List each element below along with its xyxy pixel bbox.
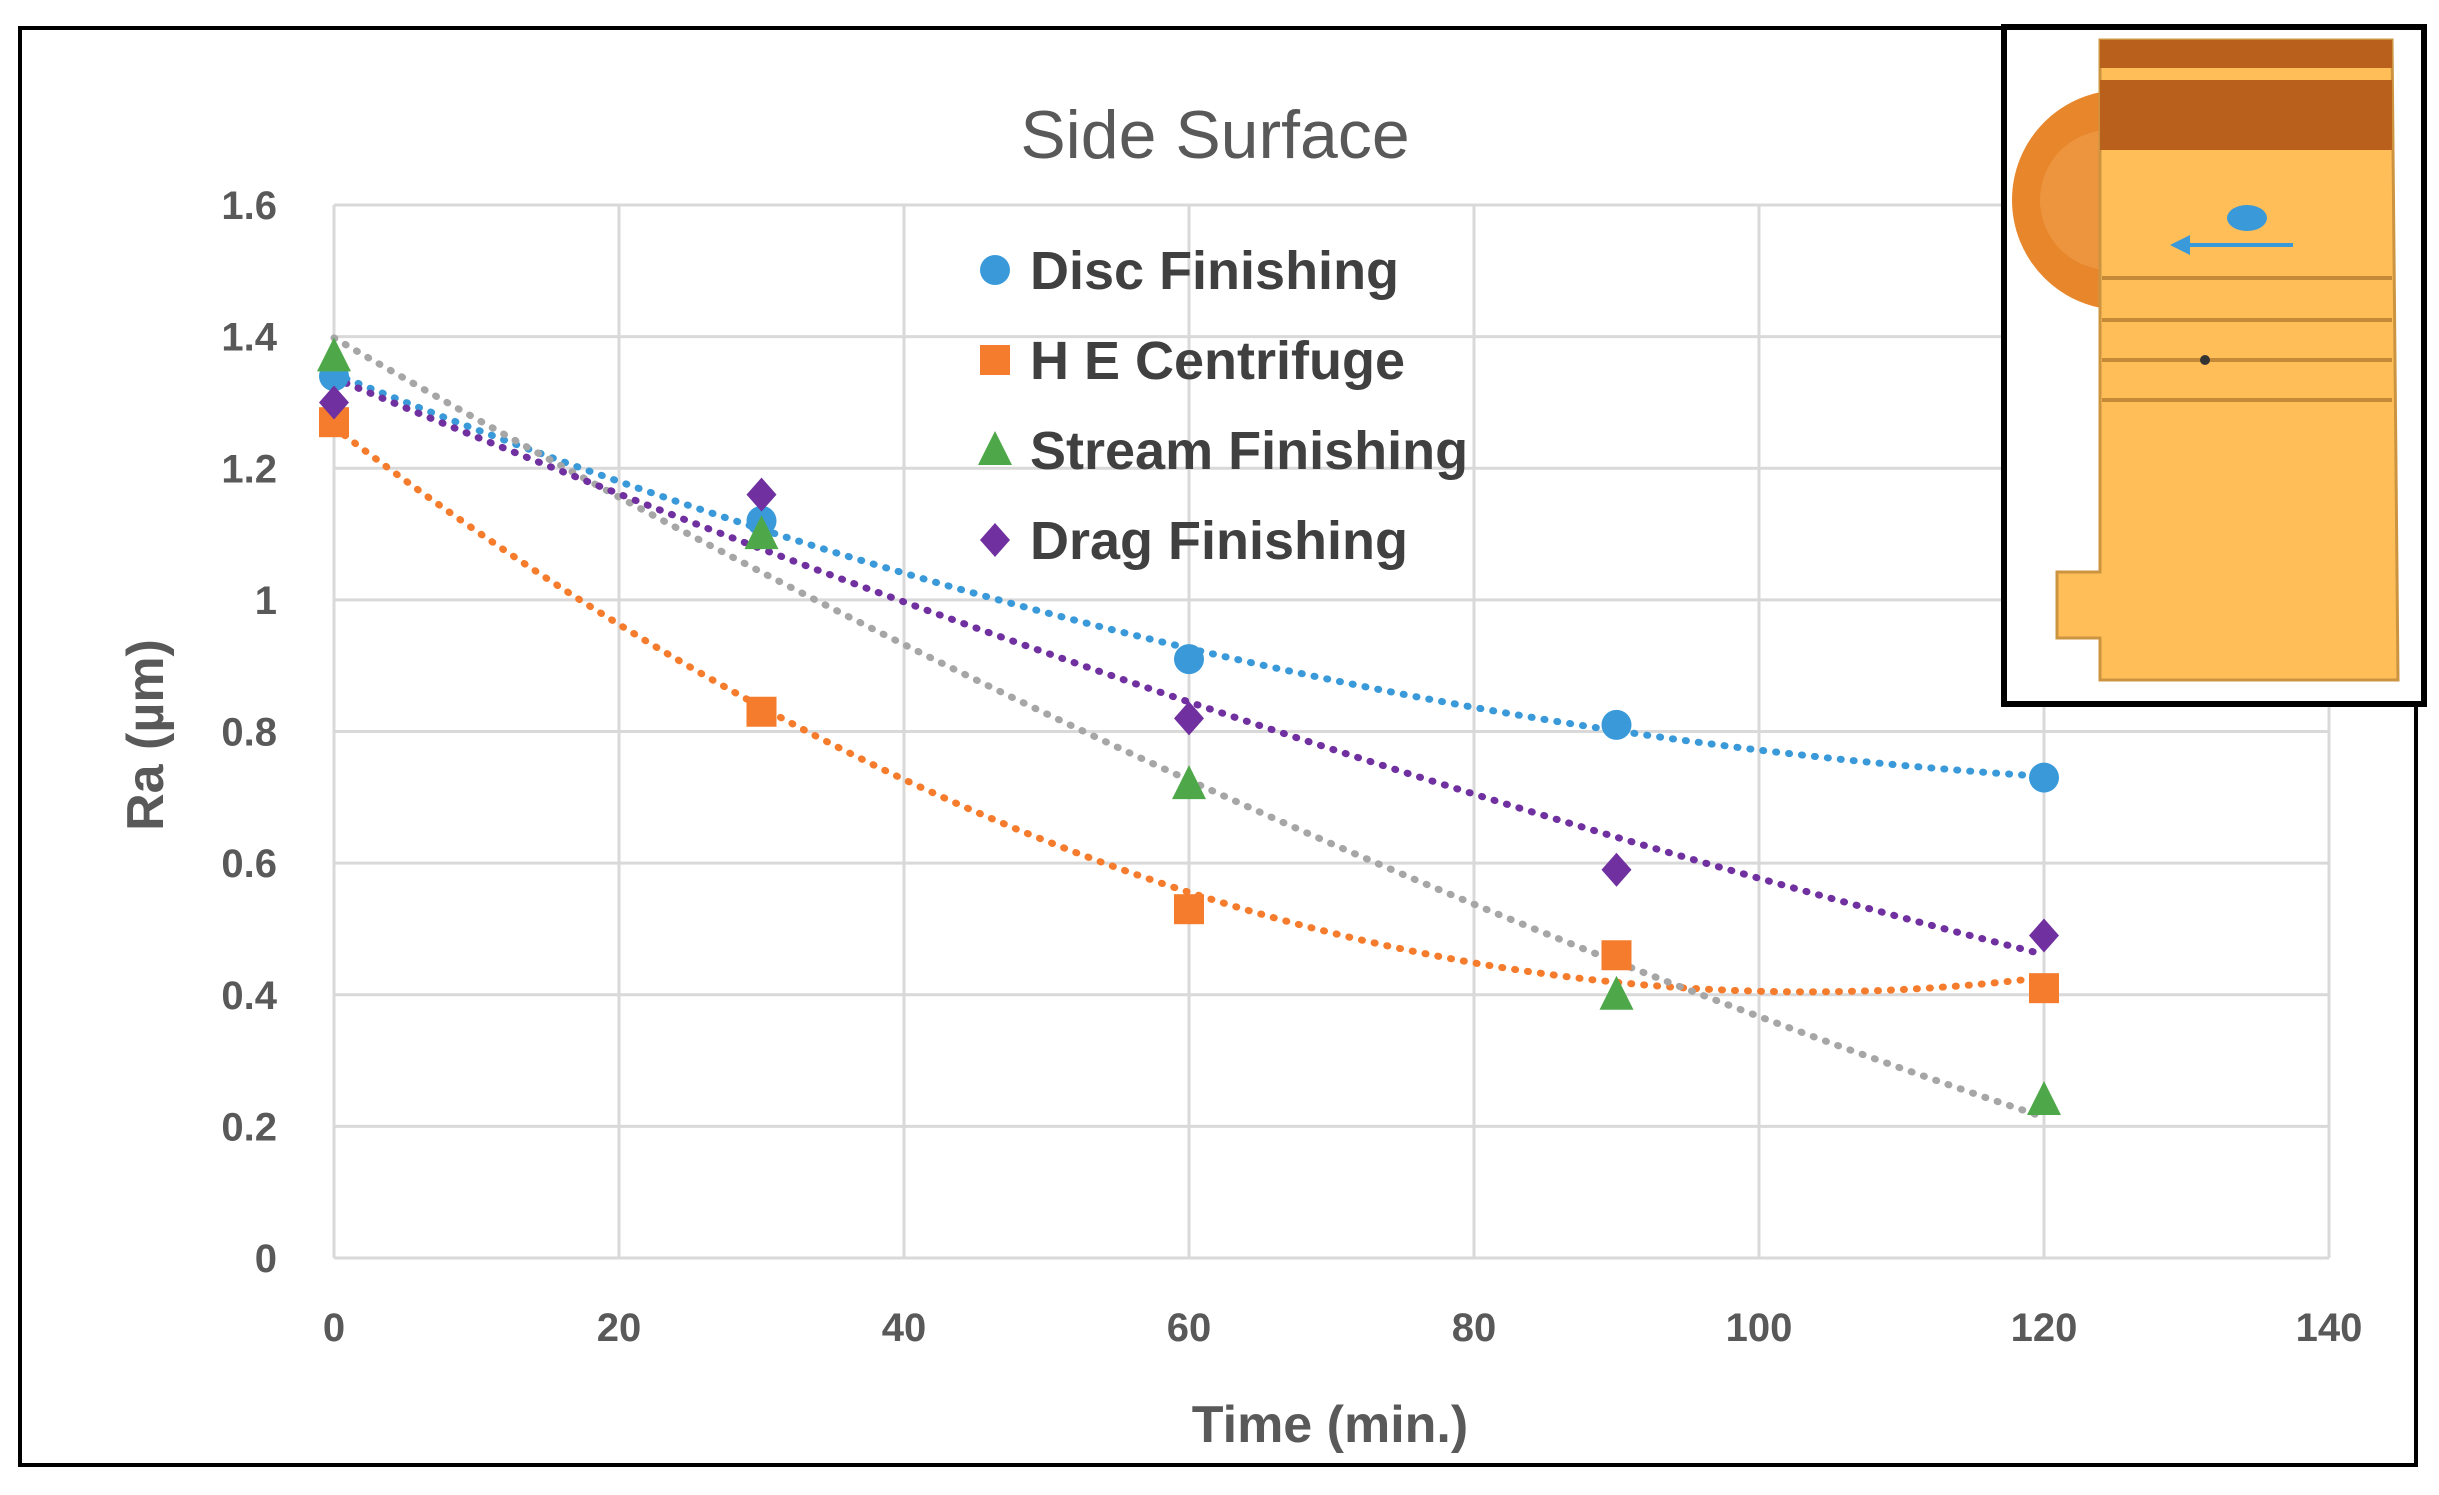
legend-label-drag: Drag Finishing (1030, 511, 1408, 571)
legend-label-disc: Disc Finishing (1030, 241, 1399, 301)
inset-image (2001, 24, 2427, 707)
data-point-centrifuge (1174, 894, 1204, 925)
legend-marker-centrifuge (980, 345, 1010, 375)
data-point-stream (317, 337, 351, 372)
y-tick-label: 0 (255, 1237, 277, 1281)
legend-marker-stream (978, 431, 1012, 465)
legend: Disc Finishing H E Centrifuge Stream Finis… (978, 241, 1468, 571)
x-tick-label: 80 (1452, 1306, 1497, 1350)
data-point-drag (1601, 852, 1632, 887)
data-point-stream (2027, 1081, 2061, 1116)
data-point-drag (1174, 701, 1204, 736)
data-markers (317, 337, 2061, 1116)
tick-labels: 0 20 40 60 80 100 120 140 0 0.2 0.4 0.6 0.8 1 1.2 1.4 1.… (221, 184, 2362, 1350)
data-point-stream (744, 515, 779, 550)
inset-top-band (2100, 40, 2392, 68)
trendline-drag (330, 374, 2048, 958)
trendline-centrifuge (330, 423, 2048, 996)
data-point-disc (1174, 644, 1204, 675)
y-tick-label: 0.4 (221, 974, 277, 1018)
data-point-drag (746, 477, 777, 512)
y-tick-label: 1.4 (221, 316, 277, 360)
inset-inspection-point (2227, 205, 2267, 231)
inset-arrow-head (2170, 235, 2190, 255)
y-tick-label: 1.6 (221, 184, 277, 228)
y-tick-label: 1.2 (221, 447, 277, 491)
x-axis-title: Time (min.) (1192, 1396, 1468, 1454)
legend-marker-disc (980, 255, 1010, 285)
data-point-stream (1172, 765, 1206, 800)
y-tick-label: 0.6 (221, 842, 277, 886)
x-tick-label: 120 (2011, 1306, 2078, 1350)
y-axis-title: Ra (µm) (117, 639, 175, 831)
data-point-stream (1599, 975, 1634, 1010)
y-tick-label: 0.2 (221, 1105, 277, 1149)
x-tick-label: 0 (323, 1306, 345, 1350)
x-tick-label: 140 (2296, 1306, 2363, 1350)
data-point-centrifuge (2029, 973, 2059, 1004)
data-point-centrifuge (1601, 940, 1632, 971)
legend-label-centrifuge: H E Centrifuge (1030, 331, 1405, 391)
inset-upper-band (2100, 80, 2392, 150)
data-point-disc (2029, 762, 2059, 793)
data-point-disc (1601, 709, 1632, 740)
inset-dot (2200, 355, 2210, 365)
x-tick-label: 100 (1726, 1306, 1793, 1350)
chart-title: Side Surface (1020, 97, 1409, 173)
y-tick-label: 0.8 (221, 711, 277, 755)
y-tick-label: 1 (255, 579, 277, 623)
data-point-drag (319, 385, 349, 420)
x-tick-label: 60 (1167, 1306, 1212, 1350)
legend-label-stream: Stream Finishing (1030, 421, 1468, 481)
data-point-centrifuge (746, 696, 777, 727)
x-tick-label: 40 (882, 1306, 927, 1350)
legend-marker-drag (980, 523, 1010, 557)
data-point-drag (2029, 918, 2059, 953)
x-tick-label: 20 (597, 1306, 642, 1350)
